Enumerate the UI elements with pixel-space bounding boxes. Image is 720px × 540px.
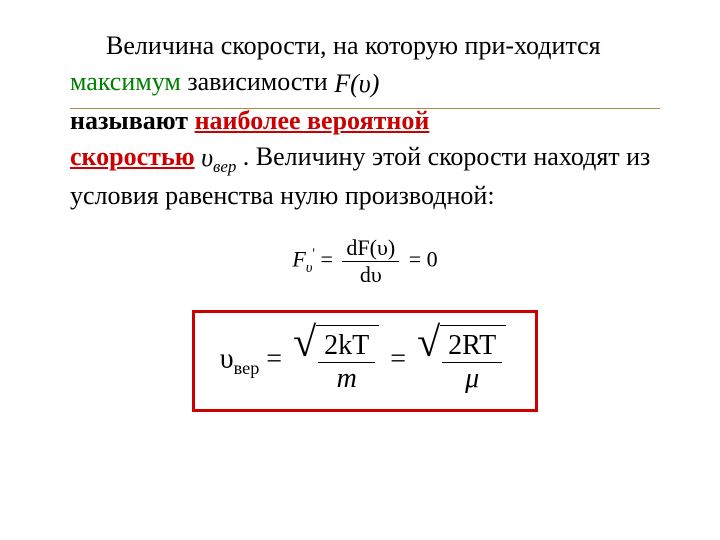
v-ver-symbol: υвер bbox=[201, 143, 236, 172]
subscript-ver: вер bbox=[213, 157, 236, 176]
sqrt-2: √2RTμ bbox=[417, 325, 506, 397]
body-paragraph: Величина скорости, на которую при-ходитс… bbox=[70, 28, 660, 215]
radical-sign-1: √ bbox=[293, 331, 316, 356]
sqrt-1: √2kTm bbox=[293, 325, 379, 397]
symbol-upsilon: υ bbox=[359, 69, 371, 98]
radical-sign-2: √ bbox=[417, 331, 440, 356]
eq1-F: F bbox=[292, 246, 305, 271]
text-part-3: называют bbox=[70, 106, 195, 135]
eq1-equals-zero: = 0 bbox=[403, 246, 437, 271]
probable-speed-2: скоростью bbox=[70, 142, 195, 171]
function-F: F(υ) bbox=[334, 69, 379, 98]
eq2-equals-1: = bbox=[259, 343, 289, 374]
frac-2: 2RTμ bbox=[442, 330, 502, 395]
paren-open: ( bbox=[350, 69, 359, 98]
frac1-num: 2kT bbox=[318, 330, 375, 363]
paren-close: ) bbox=[371, 69, 380, 98]
word-maximum: максимум bbox=[70, 67, 181, 96]
text-part-2: зависимости bbox=[181, 67, 334, 96]
probable-speed-1: наиболее вероятной bbox=[195, 106, 430, 135]
result-formula-box: υвер = √2kTm = √2RTμ bbox=[192, 310, 538, 412]
frac2-num: 2RT bbox=[442, 330, 502, 363]
eq1-numerator: dF(υ) bbox=[342, 235, 399, 262]
symbol-upsilon-2: υ bbox=[201, 143, 213, 172]
eq2-sub-ver: вер bbox=[234, 358, 260, 378]
horizontal-rule bbox=[70, 108, 660, 109]
eq1-fraction: dF(υ)dυ bbox=[342, 235, 399, 288]
symbol-F: F bbox=[334, 69, 350, 98]
eq1-denominator: dυ bbox=[342, 262, 399, 288]
eq1-sub: υ bbox=[306, 260, 313, 276]
frac-1: 2kTm bbox=[318, 330, 375, 395]
eq2-upsilon: υ bbox=[220, 343, 234, 374]
eq1-equals-1: = bbox=[315, 246, 338, 271]
text-part-1: Величина скорости, на которую при-ходитс… bbox=[106, 31, 601, 60]
derivative-equation: Fυ' = dF(υ)dυ = 0 bbox=[70, 235, 660, 288]
frac1-den: m bbox=[318, 363, 375, 395]
frac2-den: μ bbox=[442, 363, 502, 395]
eq2-equals-2: = bbox=[383, 343, 413, 374]
slide: Величина скорости, на которую при-ходитс… bbox=[0, 0, 720, 540]
